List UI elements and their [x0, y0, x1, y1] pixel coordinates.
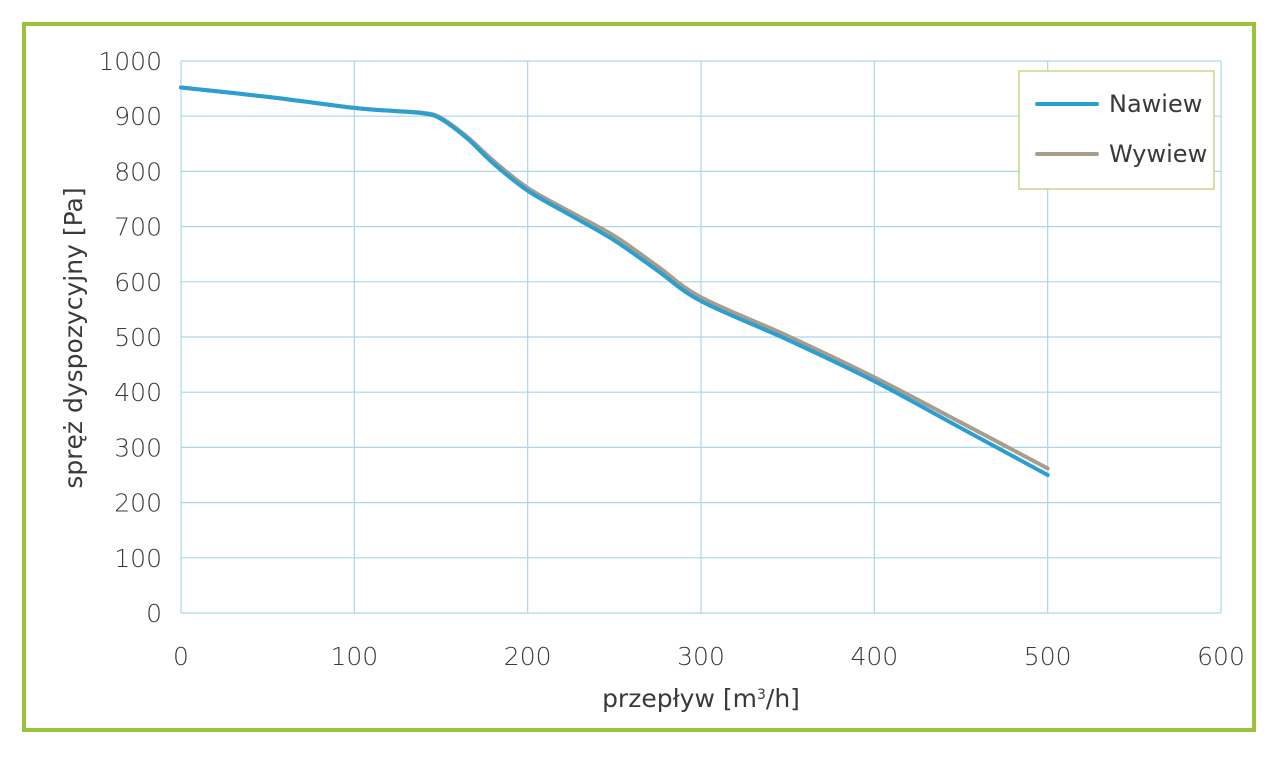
legend: Nawiew Wywiew: [1018, 70, 1215, 190]
legend-label-nawiew: Nawiew: [1109, 90, 1202, 118]
legend-label-wywiew: Wywiew: [1109, 140, 1207, 168]
y-tick-labels: 0 100 200 300 400 500 600 700 800 900 1000: [98, 47, 162, 628]
y-tick-label: 400: [114, 378, 162, 407]
y-tick-label: 1000: [98, 47, 162, 76]
x-axis-title: przepływ [m3/h]: [602, 684, 800, 713]
x-tick-label: 200: [504, 642, 552, 671]
series-layer: [179, 85, 1050, 477]
y-tick-label: 0: [146, 599, 162, 628]
y-tick-label: 300: [114, 433, 162, 462]
y-axis-title: spręż dyspozycyjny [Pa]: [59, 187, 88, 488]
x-tick-label: 100: [330, 642, 378, 671]
y-tick-label: 900: [114, 102, 162, 131]
y-tick-label: 500: [114, 323, 162, 352]
series-line-nawiew: [179, 85, 1050, 477]
x-tick-labels: 0 100 200 300 400 500 600: [173, 642, 1245, 671]
x-tick-label: 500: [1024, 642, 1072, 671]
grid: [180, 60, 1222, 614]
y-tick-label: 200: [114, 489, 162, 518]
y-tick-label: 800: [114, 157, 162, 186]
x-tick-label: 300: [677, 642, 725, 671]
series-line-wywiew: [179, 85, 1050, 471]
y-tick-label: 100: [114, 544, 162, 573]
y-tick-label: 700: [114, 213, 162, 242]
x-tick-label: 600: [1197, 642, 1245, 671]
y-tick-label: 600: [114, 268, 162, 297]
x-tick-label: 400: [850, 642, 898, 671]
legend-box: [1018, 70, 1215, 190]
line-chart: 0 100 200 300 400 500 600 700 800 900 1000 0 100 200…: [59, 47, 1245, 713]
chart-frame: 0 100 200 300 400 500 600 700 800 900 1000 0 100 200…: [22, 22, 1256, 732]
x-tick-label: 0: [173, 642, 189, 671]
